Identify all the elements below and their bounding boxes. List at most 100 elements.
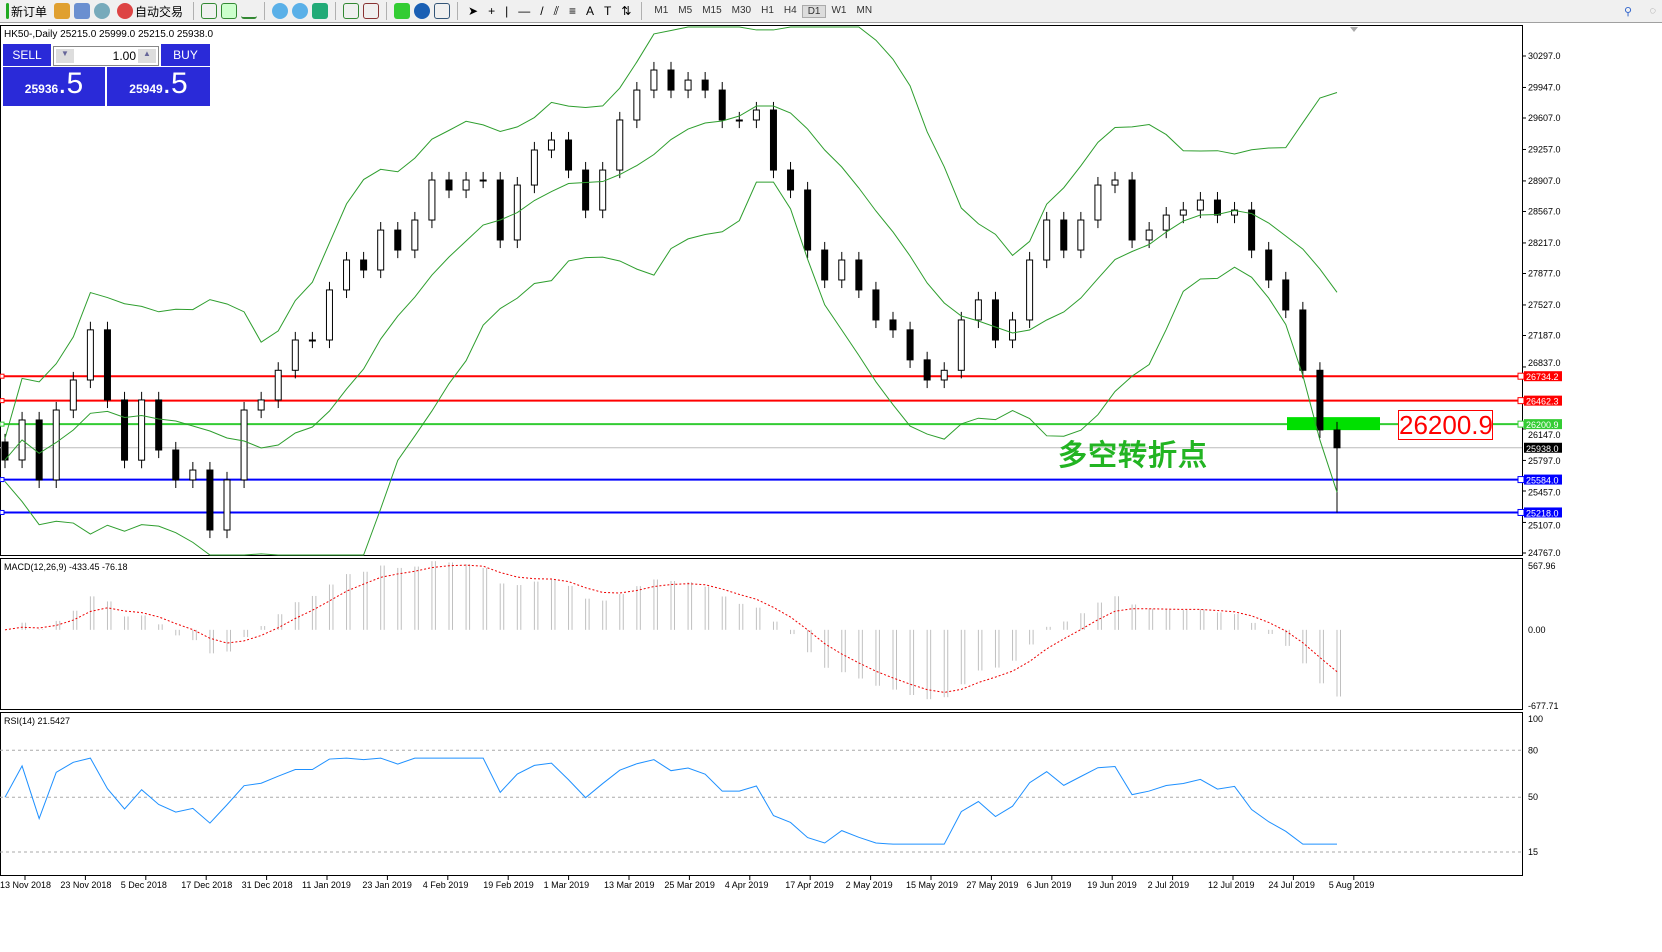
bar-chart-icon[interactable] (201, 3, 218, 19)
market-watch-icon[interactable] (54, 3, 71, 19)
autoscroll-icon[interactable] (343, 3, 360, 19)
auto-trading-button[interactable]: 自动交易 (114, 1, 186, 21)
candle-body (957, 319, 965, 371)
level-handle (0, 373, 5, 379)
auto-trading-icon (117, 3, 134, 19)
zoom-out-icon[interactable] (292, 3, 309, 19)
level-handle (0, 477, 5, 483)
date-axis-label: 2 Jul 2019 (1148, 880, 1190, 890)
candle-body (872, 289, 880, 321)
candle-body (428, 179, 436, 221)
chart-shift-icon[interactable] (363, 3, 380, 19)
timeframe-w1[interactable]: W1 (831, 4, 847, 16)
level-price-label: 25218.0 (1526, 508, 1559, 518)
rsi-axis-label: 50 (1528, 792, 1538, 802)
crosshair-icon[interactable]: + (488, 4, 496, 18)
timeframe-m15[interactable]: M15 (702, 4, 722, 16)
candle-body (855, 259, 863, 291)
templates-icon[interactable] (434, 3, 451, 19)
timeframe-m5[interactable]: M5 (678, 4, 693, 16)
indicators-icon[interactable] (394, 3, 411, 19)
rsi-pane-frame (0, 712, 1523, 876)
candle-body (1213, 199, 1221, 216)
periods-icon[interactable] (414, 3, 431, 19)
date-axis-label: 17 Dec 2018 (181, 880, 232, 890)
rsi-line (4, 757, 1337, 845)
buy-button[interactable]: BUY (161, 44, 210, 66)
level-price-tag (1524, 474, 1562, 485)
price-axis-label: 29947.0 (1528, 82, 1561, 92)
candle-body (1179, 209, 1187, 216)
level-handle (1517, 508, 1525, 516)
fibonacci-icon[interactable]: ≡ (568, 4, 576, 18)
candle-body (138, 399, 146, 461)
lot-size-stepper[interactable]: ▼ 1.00 ▲ (53, 46, 159, 66)
level-price-label: 26462.3 (1526, 397, 1559, 407)
trendline-icon[interactable]: / (540, 4, 544, 18)
text-label-icon[interactable]: T (603, 4, 612, 18)
candle-body (325, 289, 333, 341)
new-order-button[interactable]: 新订单 (3, 1, 50, 21)
candle-body (223, 479, 231, 531)
timeframe-h4[interactable]: H4 (783, 4, 797, 16)
candle-body (582, 169, 590, 211)
chart-window[interactable]: 30297.0 29947.0 29607.0 29257.0 28907.0 28567… (0, 25, 1662, 949)
level-handle (1517, 420, 1525, 428)
text-icon[interactable]: A (585, 4, 594, 18)
navigator-icon[interactable] (74, 3, 91, 19)
date-axis-label: 27 May 2019 (966, 880, 1018, 890)
tile-windows-icon[interactable] (312, 3, 329, 19)
timeframe-d1[interactable]: D1 (801, 4, 827, 18)
turning-point-zone (1287, 417, 1380, 431)
chat-icon[interactable]: ◌ (1649, 5, 1656, 17)
sell-price[interactable]: 25936.5 (3, 67, 105, 106)
price-axis-label: 24767.0 (1528, 548, 1561, 558)
vertical-line-icon[interactable]: | (505, 4, 509, 18)
candle-body (496, 179, 504, 241)
candle-body (69, 379, 77, 411)
candle-body (172, 449, 180, 481)
date-axis-label: 4 Feb 2019 (423, 880, 469, 890)
separator (457, 2, 459, 20)
arrows-icon[interactable]: ⇅ (621, 4, 632, 18)
date-axis-label: 31 Dec 2018 (242, 880, 293, 890)
timeframe-m30[interactable]: M30 (731, 4, 752, 16)
horizontal-line-icon[interactable]: — (518, 4, 531, 18)
candle-body (821, 249, 829, 281)
chart-shift-marker (1350, 27, 1358, 32)
line-chart-icon[interactable] (241, 3, 258, 19)
turning-point-annotation[interactable]: 多空转折点 (1058, 440, 1209, 472)
candle-body (530, 149, 538, 186)
chart-canvas[interactable]: 30297.0 29947.0 29607.0 29257.0 28907.0 28567… (0, 25, 1662, 949)
timeframe-mn[interactable]: MN (856, 4, 873, 16)
zoom-in-icon[interactable] (272, 3, 289, 19)
candle-body (240, 409, 248, 481)
candle-body (155, 399, 163, 451)
lot-size-input[interactable]: 1.00 (112, 49, 136, 63)
timeframe-m1[interactable]: M1 (654, 4, 669, 16)
price-axis-label: 26147.0 (1528, 430, 1561, 440)
date-axis-label: 12 Jul 2019 (1208, 880, 1255, 890)
candle-body (291, 339, 299, 371)
candle-body (701, 79, 709, 91)
candlestick-icon[interactable] (221, 3, 238, 19)
signals-icon[interactable] (94, 3, 111, 19)
candle-body (684, 79, 692, 91)
symbol-info: HK50-,Daily 25215.0 25999.0 25215.0 2593… (4, 29, 214, 40)
rsi-axis-label: 80 (1528, 745, 1538, 755)
timeframe-h1[interactable]: H1 (761, 4, 774, 16)
price-annotation-label[interactable]: 26200.9 (1398, 410, 1493, 440)
candle-body (616, 119, 624, 171)
decrease-lot-icon[interactable]: ▼ (56, 49, 74, 63)
date-axis-label: 4 Apr 2019 (725, 880, 769, 890)
buy-price[interactable]: 25949.5 (107, 67, 210, 106)
one-click-trading-panel: SELL ▼ 1.00 ▲ BUY 25936.5 25949.5 (3, 44, 210, 106)
cursor-icon[interactable]: ➤ (468, 4, 479, 18)
increase-lot-icon[interactable]: ▲ (138, 49, 156, 63)
equidistant-channel-icon[interactable]: ⫽ (553, 3, 559, 18)
macd-pane-frame (0, 558, 1523, 710)
candle-body (394, 229, 402, 251)
candle-body (889, 319, 897, 331)
search-icon[interactable]: ⚲ (1623, 5, 1632, 18)
sell-button[interactable]: SELL (3, 44, 51, 66)
